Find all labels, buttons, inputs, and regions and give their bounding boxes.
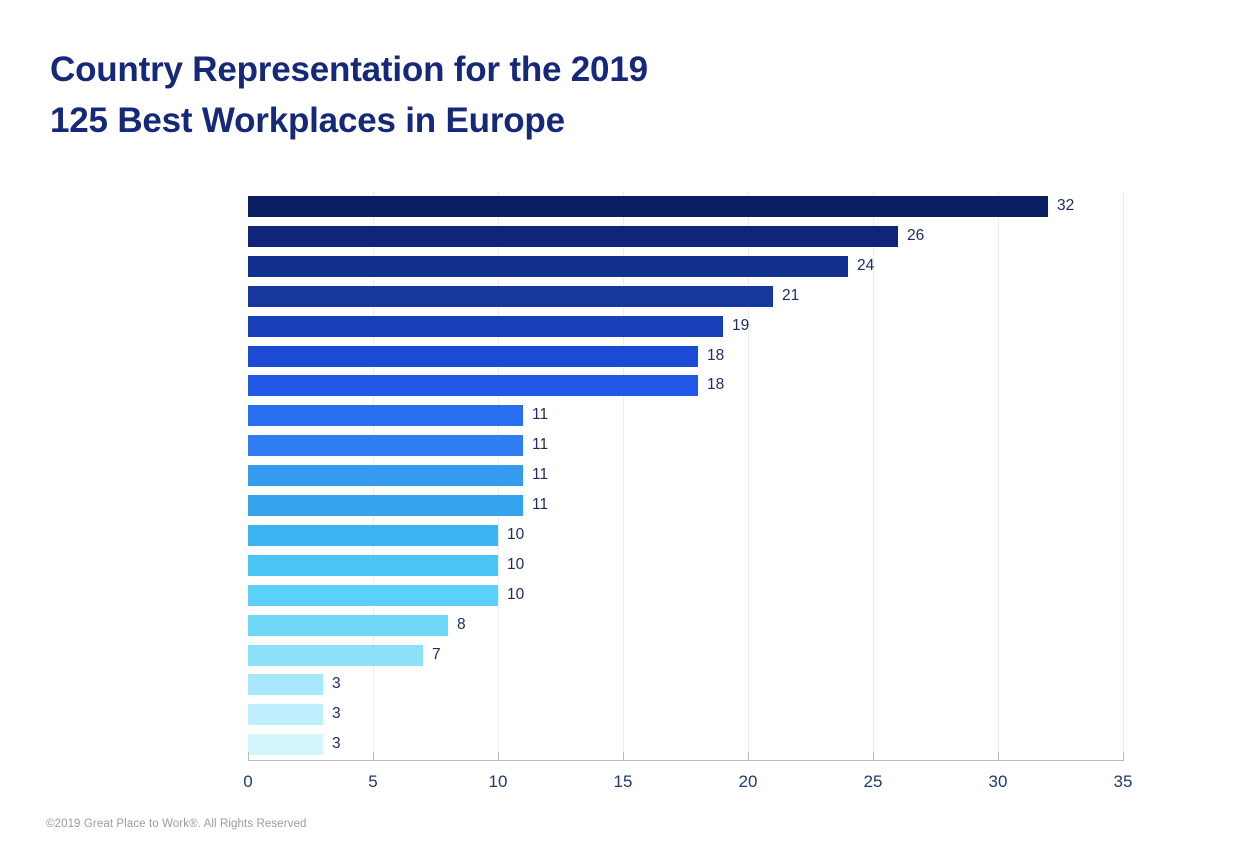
- bar: [248, 734, 323, 756]
- bar-value-label: 18: [707, 376, 725, 394]
- x-axis-tick: [623, 752, 624, 761]
- bar: [248, 225, 898, 247]
- bar: [248, 554, 498, 576]
- bar-value-label: 3: [332, 735, 341, 753]
- bar: [248, 375, 698, 397]
- bar-row: Greece3: [248, 670, 1123, 700]
- bar: [248, 644, 423, 666]
- bar-row: Spain11: [248, 431, 1123, 461]
- bar: [248, 495, 523, 516]
- bar: [248, 345, 698, 367]
- gridline: [623, 192, 624, 760]
- bar-row: Belgium10: [248, 521, 1123, 551]
- gridline: [998, 192, 999, 760]
- bar: [248, 614, 448, 636]
- bar-row: France26: [248, 222, 1123, 252]
- bar-value-label: 10: [507, 525, 525, 543]
- bar: [248, 465, 523, 487]
- plot-area: UK32France26Sweden24Denmark21Ireland19Ge…: [248, 192, 1124, 760]
- bar: [248, 435, 523, 457]
- bar-value-label: 32: [1057, 197, 1075, 214]
- bar: [248, 405, 523, 427]
- bar-value-label: 7: [432, 645, 441, 663]
- bar-row: Germany18: [248, 342, 1123, 372]
- bar-value-label: 10: [507, 585, 525, 603]
- bar: [248, 584, 498, 606]
- x-axis-tick: [1123, 752, 1124, 761]
- gridline: [873, 192, 874, 760]
- bar-value-label: 19: [732, 316, 750, 334]
- bar-row: Sweden24: [248, 252, 1123, 282]
- bar-value-label: 11: [532, 436, 549, 454]
- x-axis-tick: [748, 752, 749, 761]
- bar-row: Italy18: [248, 371, 1123, 401]
- x-axis-tick: [248, 752, 249, 761]
- bar-row: Luxembourg3: [248, 700, 1123, 730]
- bar-row: Finland10: [248, 551, 1123, 581]
- bar: [248, 674, 323, 696]
- bar-row: Austria8: [248, 611, 1123, 641]
- bar-value-label: 3: [332, 705, 341, 723]
- x-axis-tick-label: 35: [1113, 772, 1133, 791]
- bar-value-label: 11: [532, 496, 549, 513]
- bar-value-label: 26: [907, 226, 925, 244]
- bar: [248, 315, 723, 337]
- gridline: [748, 192, 749, 760]
- bar: [248, 285, 773, 307]
- bar-value-label: 24: [857, 256, 875, 274]
- bar-value-label: 21: [782, 286, 800, 304]
- bar-row: Switzerland11: [248, 461, 1123, 491]
- bar: [248, 704, 323, 726]
- bar-row: Poland10: [248, 581, 1123, 611]
- gridline: [1123, 192, 1124, 760]
- bar-value-label: 18: [707, 346, 725, 364]
- bar-row: Turkey3: [248, 730, 1123, 760]
- bar-value-label: 11: [532, 406, 549, 424]
- bar: [248, 524, 498, 546]
- page-title: Country Representation for the 2019 125 …: [50, 50, 648, 140]
- bar-row: Denmark21: [248, 282, 1123, 312]
- x-axis-tick: [373, 752, 374, 761]
- x-axis-line: [248, 760, 1124, 761]
- bar: [248, 255, 848, 277]
- x-axis-tick-label: 10: [488, 772, 508, 791]
- copyright-footer: ©2019 Great Place to Work®. All Rights R…: [46, 818, 307, 830]
- bar-row: Portugal7: [248, 641, 1123, 671]
- bar-row: UK32: [248, 192, 1123, 222]
- bar-value-label: 8: [457, 615, 466, 633]
- x-axis-tick: [873, 752, 874, 761]
- bar-value-label: 11: [532, 466, 549, 484]
- x-axis-tick-label: 30: [988, 772, 1008, 791]
- x-axis-tick-label: 20: [738, 772, 758, 791]
- bar-value-label: 3: [332, 675, 341, 693]
- x-axis-tick-label: 0: [243, 772, 253, 791]
- x-axis-tick: [498, 752, 499, 761]
- x-axis-tick-label: 25: [863, 772, 883, 791]
- bar-row: Norway11: [248, 401, 1123, 431]
- bar-row: Ireland19: [248, 312, 1123, 342]
- x-axis-tick-label: 5: [368, 772, 378, 791]
- bar-row: The Netherlands11: [248, 491, 1123, 521]
- bar-value-label: 10: [507, 555, 525, 573]
- x-axis-tick: [998, 752, 999, 761]
- x-axis-tick-label: 15: [613, 772, 633, 791]
- bar: [248, 196, 1048, 217]
